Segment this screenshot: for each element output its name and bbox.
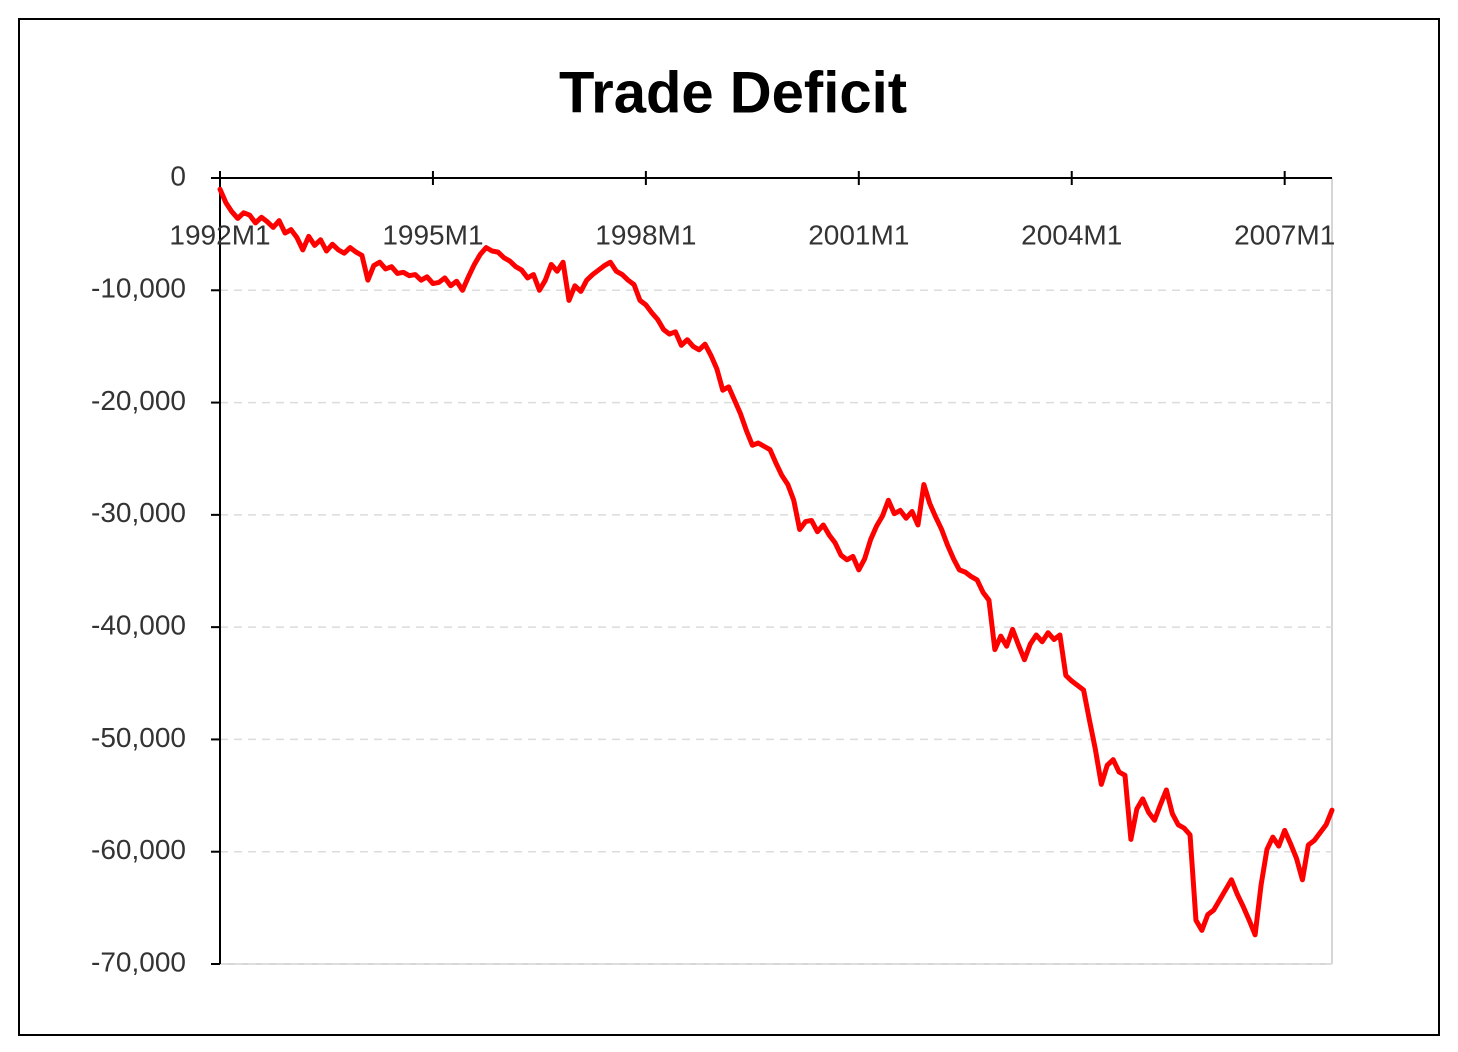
x-tick-label: 1995M1 xyxy=(382,219,483,250)
x-tick-label: 2001M1 xyxy=(808,219,909,250)
data-line xyxy=(217,186,1335,938)
y-tick-label: -10,000 xyxy=(91,273,186,304)
x-tick-label: 1998M1 xyxy=(595,219,696,250)
y-tick-label: -70,000 xyxy=(91,946,186,977)
chart-frame xyxy=(18,18,1440,1036)
y-tick-label: 0 xyxy=(170,160,186,191)
y-tick-label: -60,000 xyxy=(91,834,186,865)
x-tick-label: 2007M1 xyxy=(1234,219,1335,250)
y-tick-label: -20,000 xyxy=(91,385,186,416)
y-tick-label: -30,000 xyxy=(91,497,186,528)
y-tick-label: -40,000 xyxy=(91,610,186,641)
y-tick-label: -50,000 xyxy=(91,722,186,753)
chart-title: Trade Deficit xyxy=(559,60,907,125)
x-tick-label: 2004M1 xyxy=(1021,219,1122,250)
